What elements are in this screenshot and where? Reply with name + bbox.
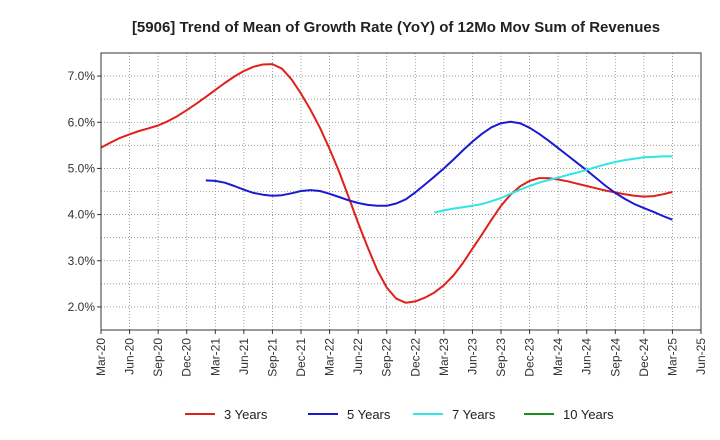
x-tick-label: Mar-24 [551,338,565,376]
x-tick-label: Jun-23 [465,338,479,375]
y-tick-label: 7.0% [68,69,96,83]
x-tick-label: Mar-21 [208,338,222,376]
x-tick-label: Jun-22 [351,338,365,375]
series-line-7-years [434,155,673,214]
y-tick-label: 3.0% [68,254,96,268]
series-line-5-years [205,120,673,221]
x-tick-label: Dec-22 [408,338,422,377]
x-tick-label: Sep-21 [265,338,279,377]
y-tick-label: 5.0% [68,161,96,175]
x-tick-label: Sep-24 [608,338,622,377]
y-tick-label: 2.0% [68,300,96,314]
y-axis-ticks: 2.0% 3.0% 4.0% 5.0% 6.0% 7.0% [68,69,101,314]
x-tick-label: Sep-22 [380,338,394,377]
legend-label-10-years: 10 Years [563,407,614,422]
x-tick-label: Dec-20 [180,338,194,377]
chart-title: [5906] Trend of Mean of Growth Rate (YoY… [132,19,660,36]
x-tick-label: Sep-23 [494,338,508,377]
x-tick-label: Mar-23 [437,338,451,376]
legend-label-5-years: 5 Years [347,407,391,422]
legend-label-7-years: 7 Years [452,407,496,422]
x-tick-label: Mar-25 [665,338,679,376]
legend: 3 Years 5 Years 7 Years 10 Years [185,407,614,422]
x-tick-label: Sep-20 [151,338,165,377]
y-tick-label: 6.0% [68,115,96,129]
x-tick-label: Jun-25 [694,338,708,375]
series-line-3-years [100,63,673,304]
x-tick-label: Jun-20 [123,338,137,375]
series-lines [100,63,673,304]
x-tick-label: Jun-21 [237,338,251,375]
x-tick-label: Dec-23 [523,338,537,377]
x-tick-label: Mar-22 [323,338,337,376]
x-tick-label: Dec-24 [637,338,651,377]
plot-frame [100,52,702,331]
x-axis-ticks: Mar-20 Jun-20 Sep-20 Dec-20 Mar-21 Jun-21 Sep-… [94,330,708,377]
y-tick-label: 4.0% [68,208,96,222]
x-tick-label: Mar-20 [94,338,108,376]
x-tick-label: Dec-21 [294,338,308,377]
legend-label-3-years: 3 Years [224,407,268,422]
x-tick-label: Jun-24 [580,338,594,375]
